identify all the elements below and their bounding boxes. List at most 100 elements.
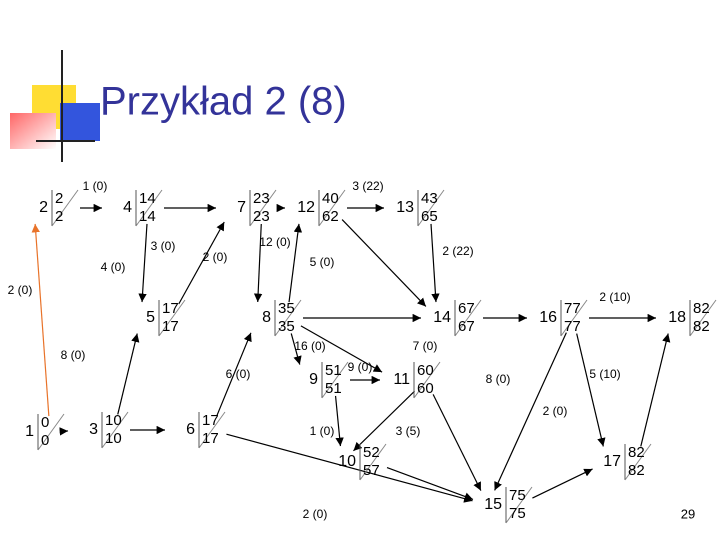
node-slash bbox=[560, 299, 588, 337]
node-early: 14 bbox=[139, 190, 156, 207]
activity-label: 6 (0) bbox=[226, 367, 251, 381]
node-late: 23 bbox=[253, 208, 270, 225]
node-slash bbox=[454, 299, 482, 337]
node-early: 17 bbox=[202, 412, 219, 429]
page-number: 29 bbox=[681, 506, 695, 521]
node: 222 bbox=[39, 189, 79, 227]
node-id: 15 bbox=[484, 496, 502, 513]
activity-label: 2 (10) bbox=[599, 290, 630, 304]
node-id: 9 bbox=[309, 371, 318, 388]
node-late: 60 bbox=[417, 380, 434, 397]
arrow bbox=[353, 390, 415, 452]
activity-label: 2 (0) bbox=[203, 250, 228, 264]
arrow bbox=[290, 333, 302, 365]
activity-label: 1 (0) bbox=[83, 179, 108, 193]
activity-label: 4 (0) bbox=[101, 260, 126, 274]
node-late: 82 bbox=[628, 462, 645, 479]
node-id: 8 bbox=[262, 309, 271, 326]
node-late: 57 bbox=[363, 462, 380, 479]
activity-label: 2 (0) bbox=[303, 507, 328, 521]
node-slash bbox=[689, 299, 717, 337]
arrow bbox=[178, 221, 225, 305]
arrow bbox=[138, 223, 148, 303]
node: 100 bbox=[25, 413, 65, 451]
node-id: 2 bbox=[39, 199, 48, 216]
node-slash bbox=[249, 189, 277, 227]
node-id: 18 bbox=[668, 309, 686, 326]
node-id: 17 bbox=[603, 453, 621, 470]
node-late: 17 bbox=[162, 318, 179, 335]
node-slash bbox=[37, 413, 65, 451]
arrow bbox=[117, 333, 140, 415]
activity-label: 8 (0) bbox=[61, 348, 86, 362]
node-id: 5 bbox=[146, 309, 155, 326]
node-early: 2 bbox=[55, 190, 63, 207]
node-slash bbox=[413, 361, 441, 399]
activity-label: 16 (0) bbox=[294, 339, 325, 353]
node-early: 67 bbox=[458, 300, 475, 317]
node-late: 62 bbox=[322, 208, 339, 225]
node-early: 75 bbox=[509, 487, 526, 504]
edges bbox=[31, 203, 671, 503]
node-late: 75 bbox=[509, 505, 526, 522]
arrow bbox=[31, 223, 50, 417]
node-slash bbox=[318, 189, 346, 227]
node-id: 12 bbox=[297, 199, 315, 216]
node-slash bbox=[101, 411, 129, 449]
node-early: 0 bbox=[41, 414, 49, 431]
node-slash bbox=[51, 189, 79, 227]
node-late: 10 bbox=[105, 430, 122, 447]
node-id: 3 bbox=[89, 421, 98, 438]
node-slash bbox=[359, 443, 387, 481]
node-early: 77 bbox=[564, 300, 581, 317]
node-id: 16 bbox=[539, 309, 557, 326]
arrow bbox=[640, 333, 671, 447]
node-slash bbox=[135, 189, 163, 227]
activity-label: 9 (0) bbox=[348, 360, 373, 374]
node-id: 11 bbox=[393, 371, 410, 388]
activity-label: 2 (0) bbox=[543, 404, 568, 418]
node-id: 7 bbox=[237, 199, 246, 216]
node-early: 52 bbox=[363, 444, 380, 461]
node-late: 17 bbox=[202, 430, 219, 447]
activity-labels: 1 (0) 3 (22)3 (0)2 (0)12 (0)4 (0) 5 (0)2 (… bbox=[8, 179, 631, 521]
node-late: 0 bbox=[41, 432, 49, 449]
activity-label: 2 (22) bbox=[442, 244, 473, 258]
node-late: 65 bbox=[421, 208, 438, 225]
node-id: 6 bbox=[186, 421, 195, 438]
node-early: 23 bbox=[253, 190, 270, 207]
activity-label: 7 (0) bbox=[413, 339, 438, 353]
activity-label: 5 (10) bbox=[589, 367, 620, 381]
nodes: 1002223101041414517176171772323835359515… bbox=[25, 189, 717, 524]
node-id: 13 bbox=[396, 199, 414, 216]
node-early: 17 bbox=[162, 300, 179, 317]
node-id: 14 bbox=[433, 309, 451, 326]
activity-label: 3 (22) bbox=[352, 179, 383, 193]
activity-label: 3 (0) bbox=[151, 239, 176, 253]
node-late: 35 bbox=[278, 318, 295, 335]
node-early: 43 bbox=[421, 190, 438, 207]
logo bbox=[10, 50, 100, 162]
arrow bbox=[334, 395, 344, 447]
node-late: 82 bbox=[693, 318, 710, 335]
arrow bbox=[532, 468, 593, 499]
arrow bbox=[341, 219, 427, 307]
activity-label: 5 (0) bbox=[310, 255, 335, 269]
node-late: 77 bbox=[564, 318, 581, 335]
node-early: 10 bbox=[105, 412, 122, 429]
node-early: 82 bbox=[628, 444, 645, 461]
node-slash bbox=[321, 361, 349, 399]
arrow bbox=[300, 325, 383, 373]
